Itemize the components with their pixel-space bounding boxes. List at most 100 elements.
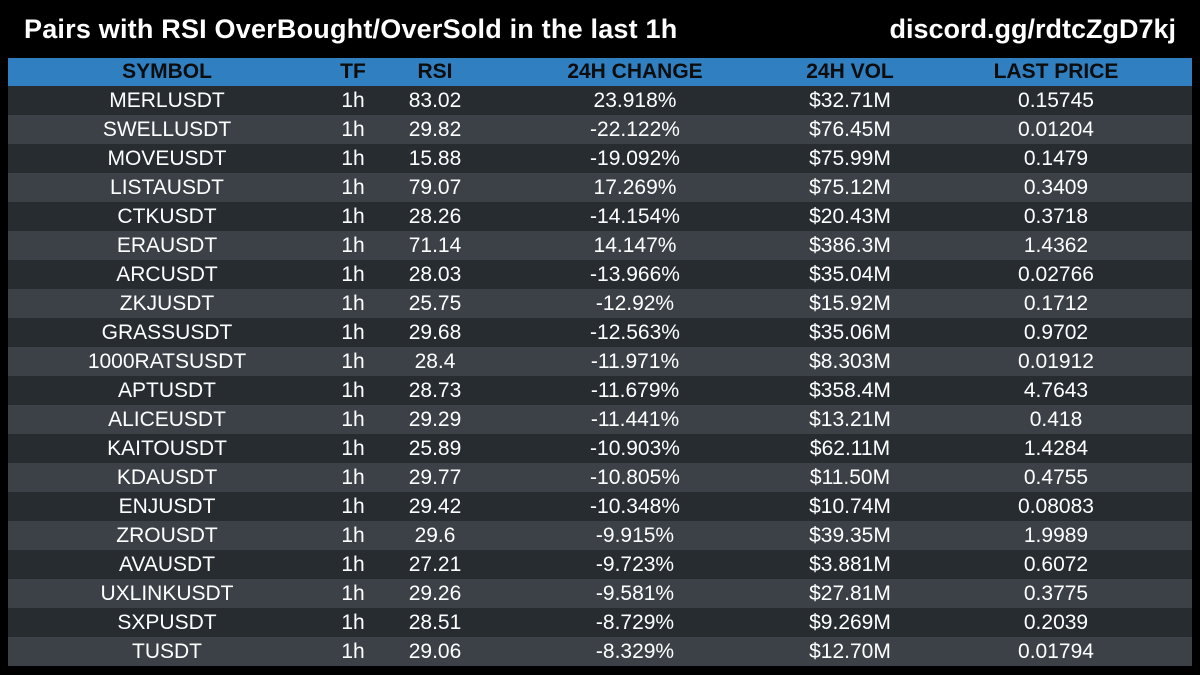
tf-cell: 1h	[341, 495, 365, 518]
price-cell: 4.7643	[1023, 379, 1089, 402]
rsi-cell: 71.14	[408, 234, 462, 257]
symbol-cell: SWELLUSDT	[102, 118, 232, 141]
volume-cell: $35.04M	[809, 263, 891, 286]
tf-cell: 1h	[341, 263, 365, 286]
table-row: TUSDT 1h 29.06 -8.329% $12.70M 0.01794	[8, 637, 1192, 666]
column-header-tf: TF	[340, 60, 366, 83]
volume-cell: $10.74M	[809, 495, 891, 518]
symbol-cell: SXPUSDT	[117, 611, 217, 634]
price-cell: 0.9702	[1023, 321, 1089, 344]
price-cell: 0.3775	[1023, 582, 1089, 605]
table-row: ZKJUSDT 1h 25.75 -12.92% $15.92M 0.1712	[8, 289, 1192, 318]
table-row: ERAUSDT 1h 71.14 14.147% $386.3M 1.4362	[8, 231, 1192, 260]
symbol-cell: MOVEUSDT	[107, 147, 227, 170]
tf-cell: 1h	[341, 466, 365, 489]
table-row: MOVEUSDT 1h 15.88 -19.092% $75.99M 0.1479	[8, 144, 1192, 173]
volume-cell: $9.269M	[809, 611, 891, 634]
change-cell: -14.154%	[590, 205, 680, 228]
change-cell: -11.971%	[590, 350, 680, 373]
price-cell: 0.4755	[1023, 466, 1089, 489]
table-body: MERLUSDT 1h 83.02 23.918% $32.71M 0.15745 SWEL…	[8, 86, 1192, 666]
column-header-24h-vol: 24H VOL	[806, 60, 894, 83]
rsi-table: SYMBOL TF RSI 24H CHANGE 24H VOL LAST PR…	[8, 58, 1192, 666]
tf-cell: 1h	[341, 350, 365, 373]
rsi-cell: 29.06	[408, 640, 462, 663]
tf-cell: 1h	[341, 234, 365, 257]
change-cell: -8.729%	[595, 611, 675, 634]
rsi-cell: 28.26	[408, 205, 462, 228]
rsi-table-container: SYMBOL TF RSI 24H CHANGE 24H VOL LAST PR…	[8, 58, 1192, 666]
price-cell: 0.2039	[1023, 611, 1089, 634]
rsi-cell: 29.42	[408, 495, 462, 518]
change-cell: -22.122%	[590, 118, 680, 141]
price-cell: 0.418	[1029, 408, 1083, 431]
price-cell: 0.6072	[1023, 553, 1089, 576]
volume-cell: $358.4M	[809, 379, 891, 402]
tf-cell: 1h	[341, 321, 365, 344]
change-cell: -10.903%	[590, 437, 680, 460]
symbol-cell: ZROUSDT	[116, 524, 218, 547]
volume-cell: $76.45M	[809, 118, 891, 141]
price-cell: 0.3718	[1023, 205, 1089, 228]
volume-cell: $13.21M	[809, 408, 891, 431]
tf-cell: 1h	[341, 176, 365, 199]
page-title: Pairs with RSI OverBought/OverSold in th…	[24, 14, 678, 44]
volume-cell: $8.303M	[809, 350, 891, 373]
table-row: KDAUSDT 1h 29.77 -10.805% $11.50M 0.4755	[8, 463, 1192, 492]
symbol-cell: ENJUSDT	[118, 495, 216, 518]
volume-cell: $75.99M	[809, 147, 891, 170]
rsi-cell: 83.02	[408, 89, 462, 112]
tf-cell: 1h	[341, 408, 365, 431]
table-row: APTUSDT 1h 28.73 -11.679% $358.4M 4.7643	[8, 376, 1192, 405]
volume-cell: $35.06M	[809, 321, 891, 344]
tf-cell: 1h	[341, 292, 365, 315]
change-cell: -10.805%	[590, 466, 680, 489]
tf-cell: 1h	[341, 524, 365, 547]
header: Pairs with RSI OverBought/OverSold in th…	[0, 0, 1200, 58]
table-row: 1000RATSUSDT 1h 28.4 -11.971% $8.303M 0.01912	[8, 347, 1192, 376]
column-header-symbol: SYMBOL	[122, 60, 212, 83]
tf-cell: 1h	[341, 611, 365, 634]
volume-cell: $62.11M	[809, 437, 891, 460]
symbol-cell: APTUSDT	[117, 379, 216, 402]
price-cell: 1.9989	[1023, 524, 1089, 547]
rsi-cell: 28.73	[408, 379, 462, 402]
price-cell: 0.01794	[1018, 640, 1094, 663]
symbol-cell: TUSDT	[132, 640, 202, 663]
table-row: ARCUSDT 1h 28.03 -13.966% $35.04M 0.02766	[8, 260, 1192, 289]
volume-cell: $15.92M	[809, 292, 891, 315]
tf-cell: 1h	[341, 582, 365, 605]
change-cell: -12.563%	[590, 321, 680, 344]
volume-cell: $3.881M	[809, 553, 891, 576]
price-cell: 0.1712	[1023, 292, 1089, 315]
tf-cell: 1h	[341, 147, 365, 170]
price-cell: 0.02766	[1018, 263, 1094, 286]
discord-link[interactable]: discord.gg/rdtcZgD7kj	[889, 14, 1176, 44]
symbol-cell: KDAUSDT	[116, 466, 218, 489]
symbol-cell: CTKUSDT	[117, 205, 217, 228]
change-cell: -11.441%	[590, 408, 680, 431]
change-cell: -9.915%	[595, 524, 675, 547]
table-row: KAITOUSDT 1h 25.89 -10.903% $62.11M 1.4284	[8, 434, 1192, 463]
symbol-cell: ARCUSDT	[116, 263, 218, 286]
tf-cell: 1h	[341, 379, 365, 402]
change-cell: -11.679%	[590, 379, 680, 402]
change-cell: -9.581%	[595, 582, 675, 605]
rsi-cell: 28.03	[408, 263, 462, 286]
rsi-cell: 29.29	[408, 408, 462, 431]
table-row: AVAUSDT 1h 27.21 -9.723% $3.881M 0.6072	[8, 550, 1192, 579]
price-cell: 0.01204	[1018, 118, 1094, 141]
symbol-cell: UXLINKUSDT	[100, 582, 234, 605]
price-cell: 0.15745	[1018, 89, 1094, 112]
tf-cell: 1h	[341, 553, 365, 576]
volume-cell: $75.12M	[809, 176, 891, 199]
symbol-cell: 1000RATSUSDT	[87, 350, 247, 373]
symbol-cell: ALICEUSDT	[108, 408, 226, 431]
change-cell: 14.147%	[593, 234, 677, 257]
rsi-cell: 29.82	[408, 118, 462, 141]
volume-cell: $27.81M	[809, 582, 891, 605]
rsi-cell: 29.77	[408, 466, 462, 489]
change-cell: -12.92%	[595, 292, 675, 315]
volume-cell: $20.43M	[809, 205, 891, 228]
change-cell: -9.723%	[595, 553, 675, 576]
